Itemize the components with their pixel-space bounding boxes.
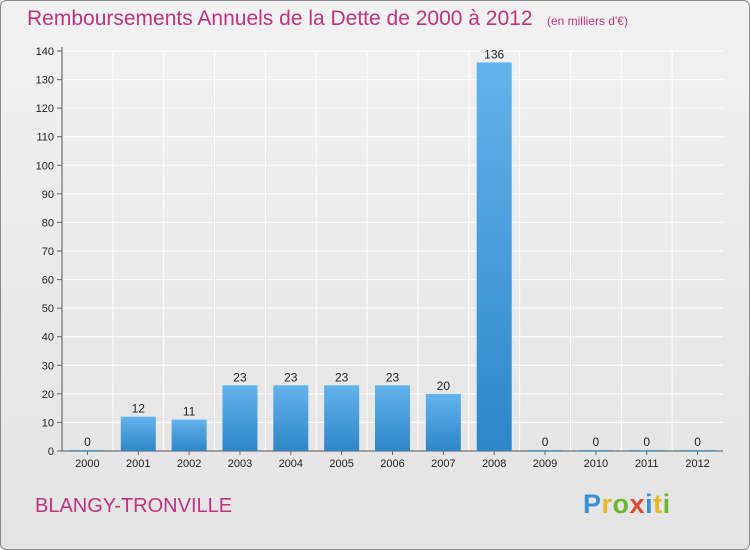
- data-label-2010: 0: [593, 435, 600, 449]
- x-tick-label-2009: 2009: [533, 458, 557, 470]
- y-tick-label: 60: [42, 275, 54, 287]
- y-tick-label: 10: [42, 417, 54, 429]
- bars: [69, 62, 716, 452]
- x-tick-label-2010: 2010: [584, 458, 608, 470]
- x-tick-label-2003: 2003: [228, 458, 252, 470]
- place-name: BLANGY-TRONVILLE: [35, 495, 233, 517]
- x-tick-label-2002: 2002: [177, 458, 201, 470]
- data-label-2005: 23: [335, 370, 349, 384]
- grid-lines: [62, 50, 723, 451]
- x-tick-label-2012: 2012: [685, 458, 709, 470]
- x-tick-label-2006: 2006: [380, 458, 404, 470]
- data-label-2009: 0: [542, 435, 549, 449]
- data-label-2006: 23: [386, 370, 400, 384]
- logo-letter: t: [653, 489, 663, 519]
- bar-2009: [527, 450, 563, 451]
- data-label-2001: 12: [132, 402, 146, 416]
- bar-2006: [375, 385, 410, 451]
- bar-2011: [629, 450, 665, 451]
- data-label-2003: 23: [233, 370, 247, 384]
- x-tick-label-2008: 2008: [482, 458, 506, 470]
- y-tick-label: 120: [36, 103, 54, 115]
- bar-2007: [425, 393, 461, 451]
- y-tick-label: 90: [42, 189, 54, 201]
- x-tick-label-2011: 2011: [635, 458, 659, 470]
- logo-letter: P: [583, 489, 602, 519]
- y-tick-label: 100: [36, 160, 54, 172]
- chart-title: Remboursements Annuels de la Dette de 20…: [27, 7, 628, 31]
- x-tick-label-2005: 2005: [329, 458, 353, 470]
- y-tick-label: 50: [42, 303, 54, 315]
- y-tick-label: 110: [36, 132, 54, 144]
- x-tick-label-2001: 2001: [126, 458, 150, 470]
- y-tick-label: 140: [36, 46, 54, 58]
- y-tick-label: 80: [42, 217, 54, 229]
- data-label-2002: 11: [183, 405, 196, 419]
- data-label-2004: 23: [284, 370, 298, 384]
- data-label-2007: 20: [437, 379, 451, 393]
- data-label-2008: 136: [484, 47, 504, 61]
- bar-2005: [324, 385, 360, 451]
- data-label-2011: 0: [643, 435, 650, 449]
- x-tick-label-2000: 2000: [75, 458, 99, 470]
- y-tick-label: 40: [42, 332, 54, 344]
- y-tick-label: 20: [42, 389, 54, 401]
- data-label-2000: 0: [84, 435, 91, 449]
- chart-title-main: Remboursements Annuels de la Dette de 20…: [27, 7, 533, 30]
- x-tick-label-2004: 2004: [279, 458, 303, 470]
- logo-letter: i: [662, 489, 671, 519]
- y-tick-label: 0: [48, 446, 54, 458]
- data-label-2012: 0: [694, 435, 701, 449]
- y-tick-label: 30: [42, 360, 54, 372]
- chart-title-unit: (en milliers d'€): [546, 14, 628, 28]
- bar-2001: [120, 416, 156, 451]
- logo-letter: o: [612, 489, 630, 519]
- logo-letter: r: [601, 489, 613, 519]
- proxiti-logo: Proxiti: [583, 489, 671, 520]
- y-tick-label: 70: [42, 246, 54, 258]
- x-tick-label-2007: 2007: [431, 458, 455, 470]
- bar-2003: [222, 385, 258, 451]
- logo-letter: x: [629, 489, 646, 519]
- logo-letter: i: [645, 489, 654, 519]
- bar-2002: [171, 419, 207, 451]
- bar-2000: [69, 450, 105, 451]
- bar-2012: [680, 450, 716, 451]
- bar-2008: [476, 62, 512, 452]
- bar-2010: [578, 450, 614, 451]
- data-labels: 0 12 11 23 23 23 23 20 136 0 0 0 0: [84, 47, 701, 449]
- y-tick-label: 130: [36, 75, 54, 87]
- bar-2004: [273, 385, 309, 451]
